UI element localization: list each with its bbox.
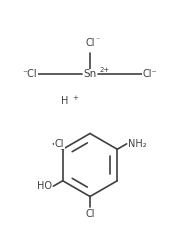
Text: ⁻: ⁻ (96, 36, 100, 45)
Text: NH₂: NH₂ (128, 139, 147, 149)
Text: +: + (72, 95, 78, 101)
Text: ⁻Cl: ⁻Cl (22, 69, 37, 79)
Text: Cl: Cl (85, 38, 95, 48)
Text: HO: HO (37, 181, 52, 191)
Text: 2+: 2+ (100, 66, 110, 73)
Text: Cl⁻: Cl⁻ (143, 69, 158, 79)
Text: Sn: Sn (83, 69, 97, 79)
Text: H: H (61, 96, 68, 106)
Text: Cl: Cl (55, 139, 64, 149)
Text: Cl: Cl (85, 209, 95, 219)
